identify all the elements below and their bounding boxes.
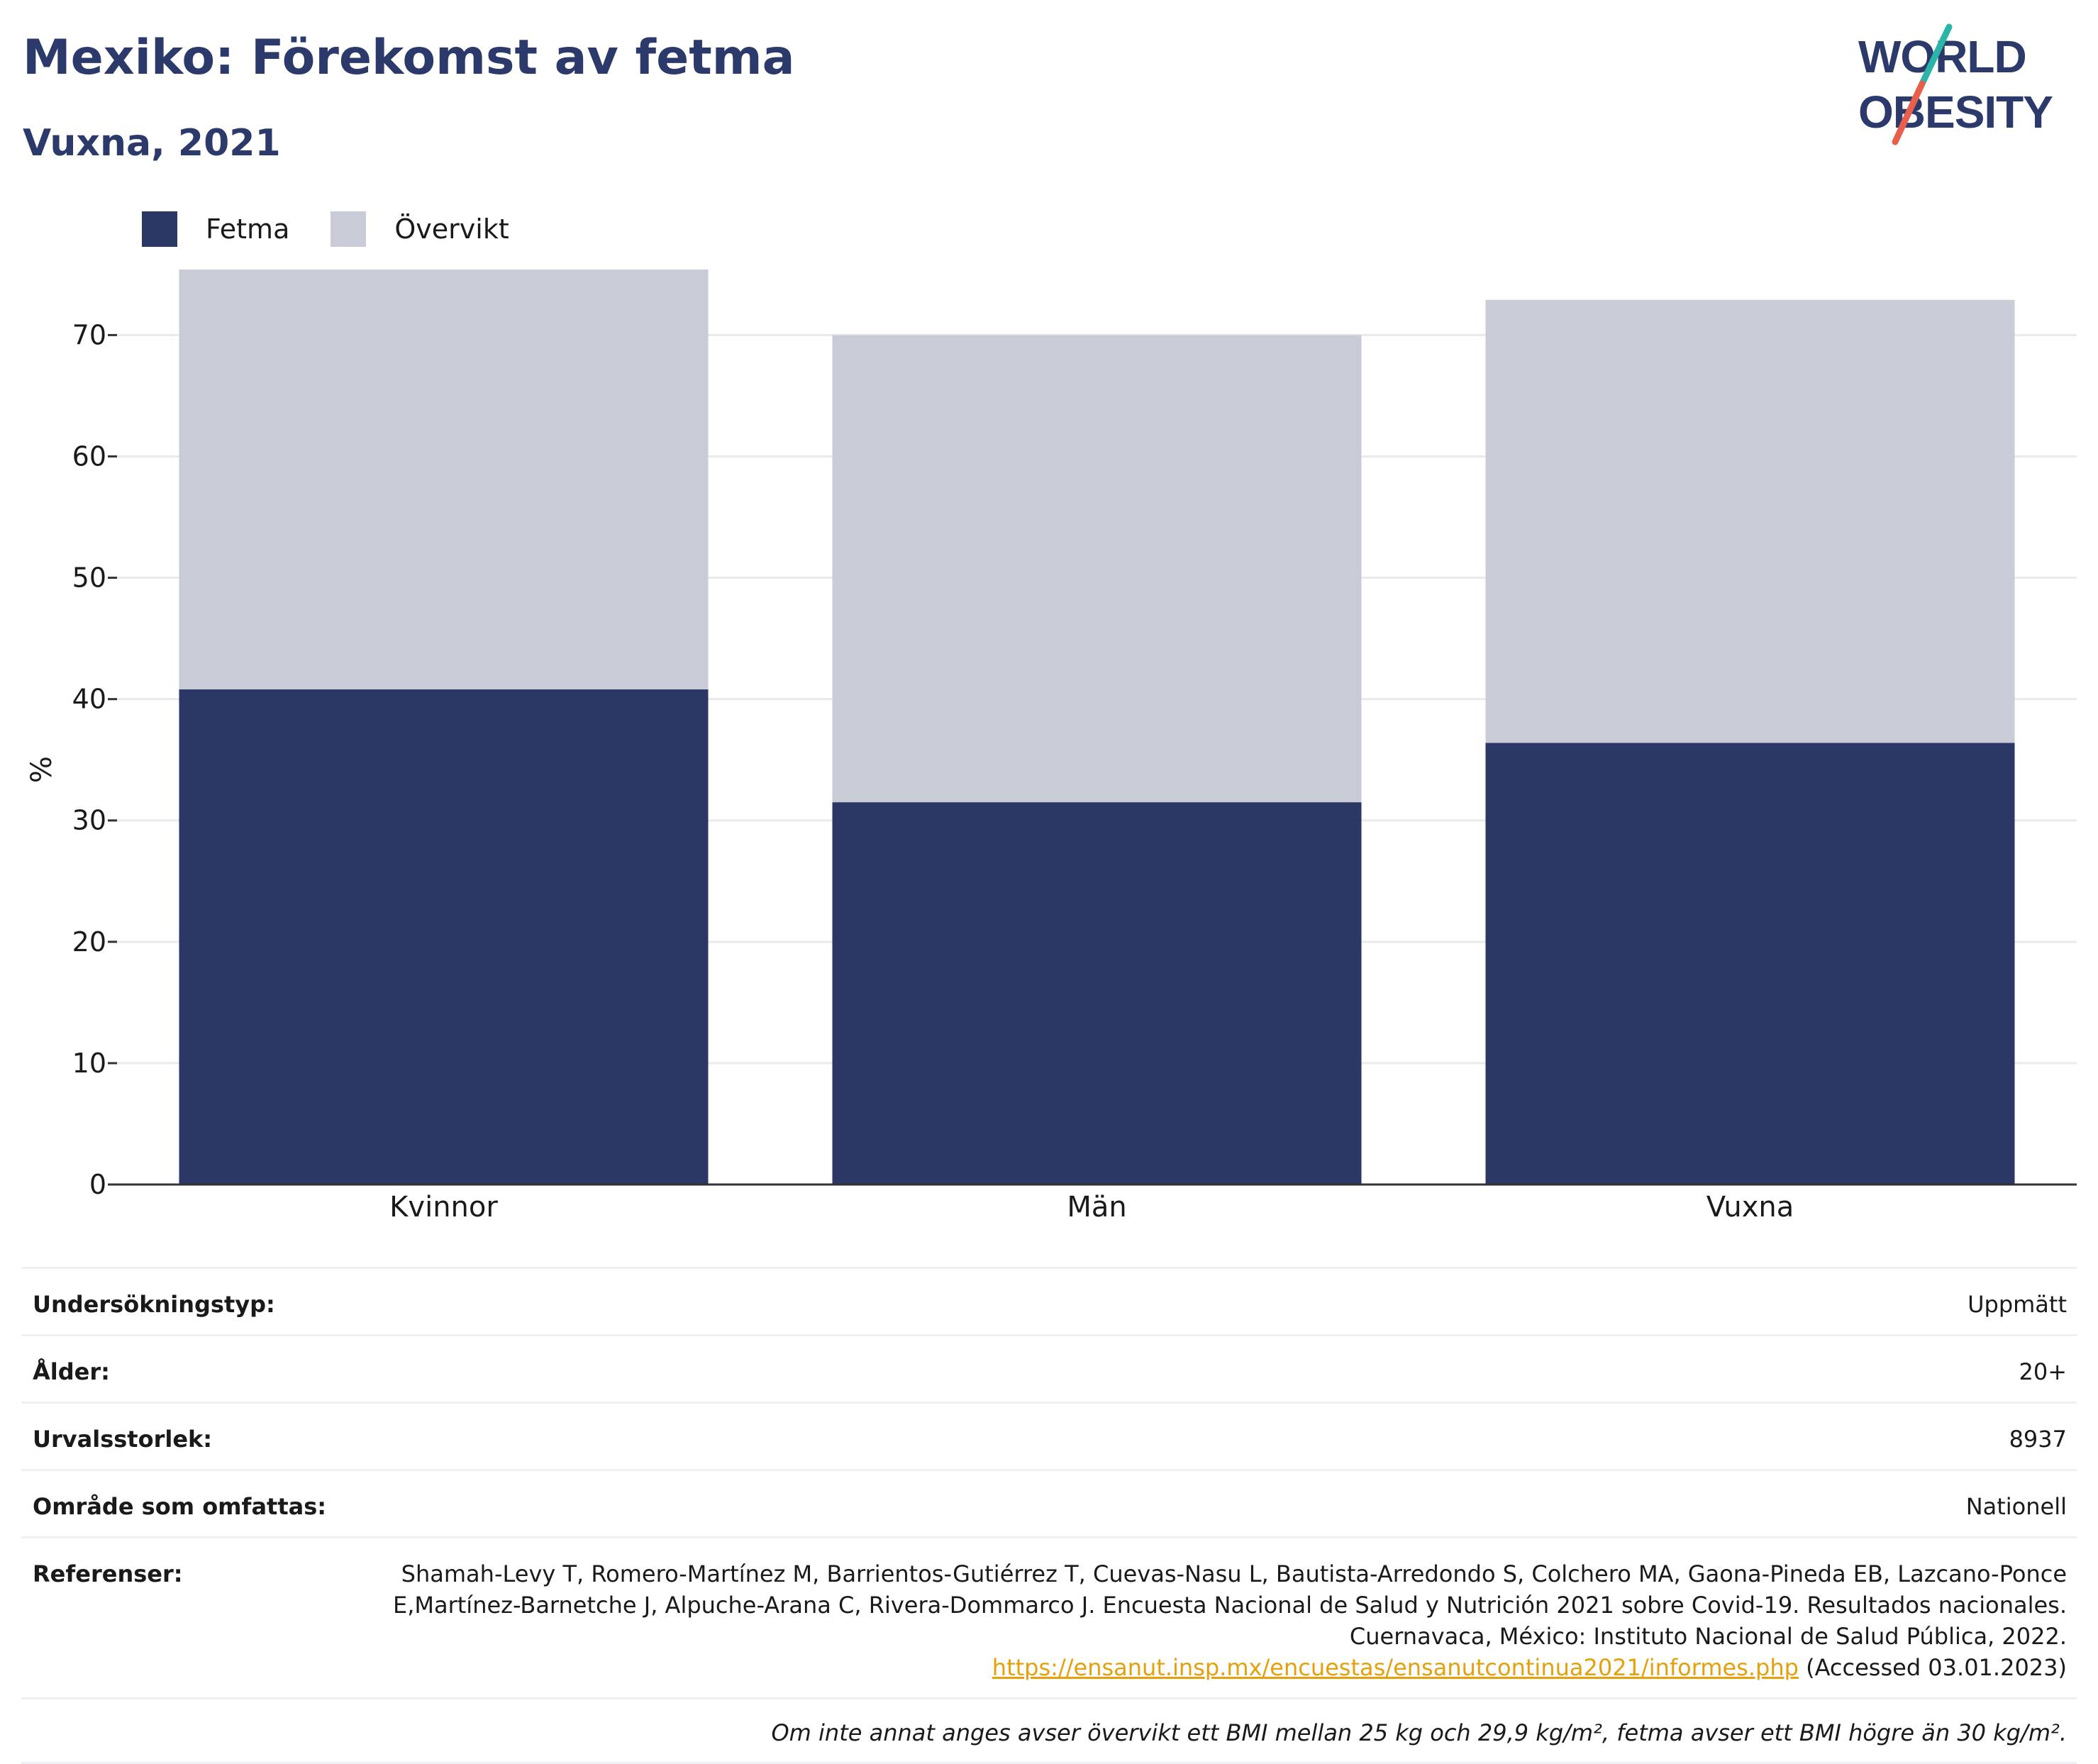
logo-slash-teal bbox=[1919, 23, 1953, 87]
chart-legend: Fetma Övervikt bbox=[142, 211, 550, 247]
y-axis-label: % bbox=[26, 756, 58, 783]
x-tick-label: Vuxna bbox=[1706, 1191, 1794, 1220]
world-obesity-logo: WORLD OBESITY bbox=[1858, 23, 2053, 145]
y-tick-label: 0 bbox=[89, 1169, 106, 1200]
x-tick-label: Kvinnor bbox=[389, 1191, 498, 1220]
legend-swatch-fetma bbox=[142, 211, 177, 247]
y-tick-label: 70 bbox=[72, 319, 106, 350]
y-tick-label: 50 bbox=[72, 562, 106, 594]
legend-item-overvikt[interactable]: Övervikt bbox=[331, 211, 509, 247]
info-value: 8937 bbox=[2009, 1426, 2067, 1453]
info-row-age: Ålder: 20+ bbox=[21, 1334, 2077, 1402]
info-row-references: Referenser: Shamah-Levy T, Romero-Martín… bbox=[21, 1536, 2077, 1697]
logo-slash-red bbox=[1892, 80, 1926, 145]
y-tick-label: 30 bbox=[72, 805, 106, 836]
legend-label-fetma: Fetma bbox=[206, 213, 290, 245]
logo-text-obesity: OBESITY bbox=[1858, 87, 2053, 138]
references-accessed: (Accessed 03.01.2023) bbox=[1806, 1654, 2067, 1681]
info-key: Område som omfattas: bbox=[33, 1493, 327, 1520]
info-key: Referenser: bbox=[33, 1560, 183, 1587]
chart-title: Mexiko: Förekomst av fetma bbox=[23, 30, 795, 86]
info-value: Nationell bbox=[1965, 1493, 2067, 1520]
info-row-survey-type: Undersökningstyp: Uppmätt bbox=[21, 1267, 2077, 1334]
info-key: Urvalsstorlek: bbox=[33, 1426, 213, 1453]
chart-subtitle: Vuxna, 2021 bbox=[23, 122, 281, 165]
y-tick-label: 60 bbox=[72, 440, 106, 472]
bar-vervikt-mn bbox=[832, 335, 1362, 803]
references-text: Shamah-Levy T, Romero-Martínez M, Barrie… bbox=[365, 1558, 2067, 1683]
references-link[interactable]: https://ensanut.insp.mx/encuestas/ensanu… bbox=[992, 1654, 1799, 1681]
y-tick-label: 20 bbox=[72, 926, 106, 958]
survey-info-table: Undersökningstyp: Uppmätt Ålder: 20+ Urv… bbox=[21, 1267, 2077, 1764]
bar-vervikt-vuxna bbox=[1485, 299, 2015, 743]
info-row-area: Område som omfattas: Nationell bbox=[21, 1469, 2077, 1536]
info-value: Uppmätt bbox=[1967, 1291, 2067, 1318]
info-key: Undersökningstyp: bbox=[33, 1291, 275, 1318]
bmi-definition-note: Om inte annat anges avser övervikt ett B… bbox=[21, 1697, 2077, 1764]
stacked-bar-chart: 0 10 20 30 40 50 60 70% Kvinnor Män Vuxna bbox=[26, 270, 2077, 1220]
x-tick-label: Män bbox=[1067, 1191, 1126, 1220]
bar-fetma-vuxna bbox=[1485, 743, 2015, 1185]
info-value: 20+ bbox=[2019, 1358, 2067, 1385]
legend-swatch-overvikt bbox=[331, 211, 367, 247]
legend-label-overvikt: Övervikt bbox=[394, 213, 509, 245]
bar-fetma-mn bbox=[832, 802, 1362, 1185]
bar-fetma-kvinnor bbox=[179, 689, 709, 1185]
bar-vervikt-kvinnor bbox=[179, 270, 709, 689]
legend-item-fetma[interactable]: Fetma bbox=[142, 211, 289, 247]
y-tick-label: 40 bbox=[72, 684, 106, 715]
references-citation: Shamah-Levy T, Romero-Martínez M, Barrie… bbox=[392, 1560, 2067, 1650]
info-key: Ålder: bbox=[33, 1358, 110, 1385]
info-row-sample-size: Urvalsstorlek: 8937 bbox=[21, 1402, 2077, 1469]
y-tick-label: 10 bbox=[72, 1048, 106, 1079]
